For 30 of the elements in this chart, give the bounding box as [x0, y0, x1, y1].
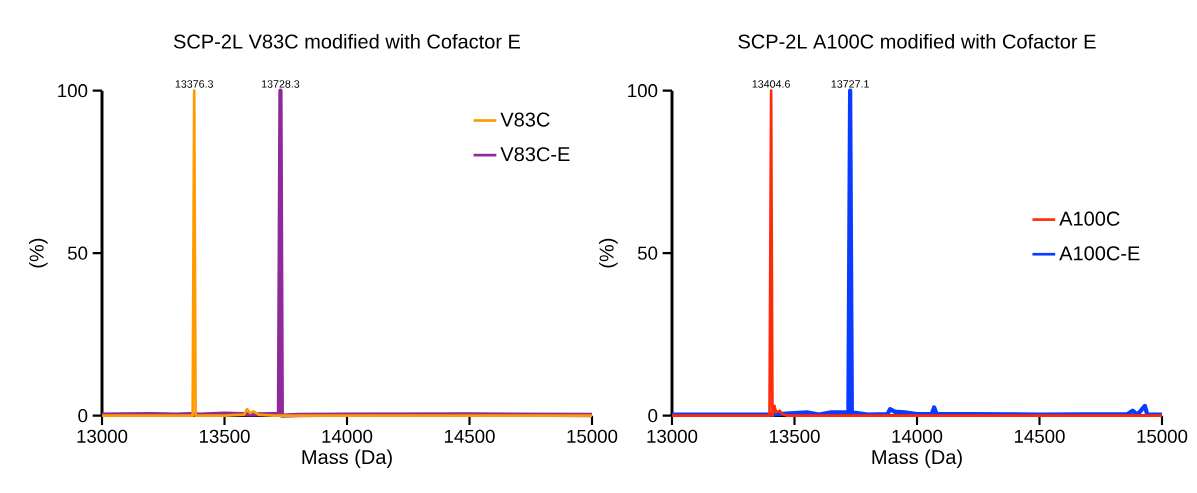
- x-axis-title: Mass (Da): [872, 449, 962, 469]
- y-axis-title: (%): [29, 238, 48, 268]
- annotation: 13728.3: [261, 80, 300, 88]
- x-tick-label: 13000: [77, 429, 128, 443]
- annotation: 13376.3: [175, 80, 213, 88]
- annotation: 13727.1: [831, 80, 869, 88]
- x-tick-label: 14000: [322, 429, 373, 443]
- y-tick-label: 0: [648, 409, 658, 423]
- x-tick-label: 15000: [567, 429, 618, 443]
- chart-title: SCP-2L A100C modified with Cofactor E: [738, 33, 1096, 49]
- x-tick-label: 13500: [199, 429, 250, 443]
- annotation: 13404.6: [752, 80, 790, 88]
- x-axis-title: Mass (Da): [302, 449, 392, 469]
- x-tick-label: 13000: [647, 429, 698, 443]
- y-tick-label: 100: [58, 84, 88, 98]
- y-tick-label: 50: [67, 246, 88, 260]
- chart-title: SCP-2L V83C modified with Cofactor E: [173, 33, 521, 49]
- legend-label: V83C-E: [500, 147, 570, 162]
- legend-label: V83C: [500, 112, 550, 127]
- y-tick-label: 100: [628, 84, 658, 98]
- x-tick-label: 14500: [1014, 429, 1065, 443]
- x-tick-label: 14500: [444, 429, 495, 443]
- y-tick-label: 0: [78, 409, 88, 423]
- y-tick-label: 50: [637, 246, 658, 260]
- x-tick-label: 15000: [1137, 429, 1188, 443]
- x-tick-label: 13500: [769, 429, 820, 443]
- legend-label: A100C: [1059, 211, 1120, 226]
- y-axis-title: (%): [599, 238, 618, 268]
- legend-label: A100C-E: [1059, 246, 1140, 261]
- x-tick-label: 14000: [892, 429, 943, 443]
